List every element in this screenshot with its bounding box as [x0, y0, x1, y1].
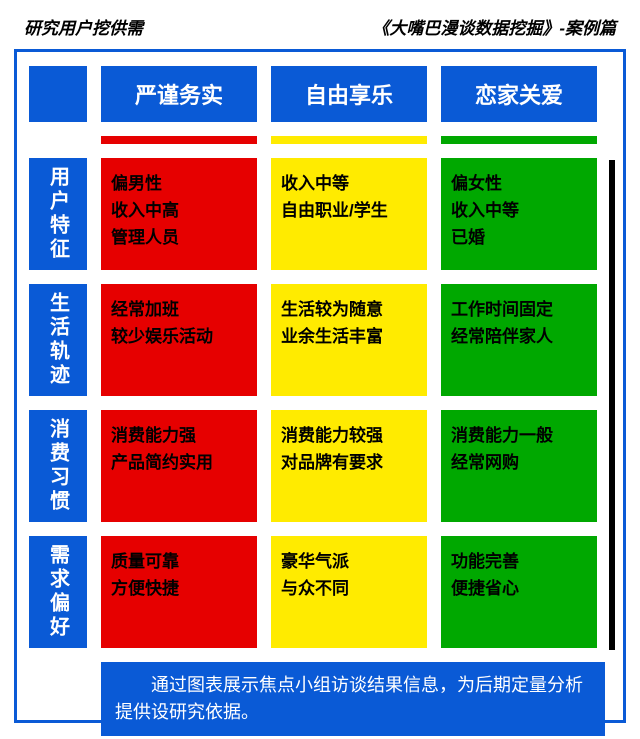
cell-3-2: 功能完善便捷省心 [441, 536, 597, 648]
cell-1-2: 工作时间固定经常陪伴家人 [441, 284, 597, 396]
underline-2 [441, 136, 597, 144]
cell-0-0: 偏男性收入中高管理人员 [101, 158, 257, 270]
col-header-1: 自由享乐 [271, 66, 427, 122]
right-vertical-bar [609, 160, 615, 650]
col-header-0: 严谨务实 [101, 66, 257, 122]
row-header-0: 用户特征 [29, 158, 87, 270]
underline-1 [271, 136, 427, 144]
cell-1-0: 经常加班较少娱乐活动 [101, 284, 257, 396]
cell-3-1: 豪华气派与众不同 [271, 536, 427, 648]
matrix-grid: 严谨务实 自由享乐 恋家关爱 用户特征 偏男性收入中高管理人员 收入中等自由职业… [29, 66, 611, 648]
main-frame: 严谨务实 自由享乐 恋家关爱 用户特征 偏男性收入中高管理人员 收入中等自由职业… [14, 49, 626, 723]
cell-0-2: 偏女性收入中等已婚 [441, 158, 597, 270]
cell-2-2: 消费能力一般经常网购 [441, 410, 597, 522]
cell-3-0: 质量可靠方便快捷 [101, 536, 257, 648]
cell-2-1: 消费能力较强对品牌有要求 [271, 410, 427, 522]
cell-1-1: 生活较为随意业余生活丰富 [271, 284, 427, 396]
underline-0 [101, 136, 257, 144]
cell-2-0: 消费能力强产品简约实用 [101, 410, 257, 522]
row-header-1: 生活轨迹 [29, 284, 87, 396]
corner-block [29, 66, 87, 122]
col-header-2: 恋家关爱 [441, 66, 597, 122]
cell-0-1: 收入中等自由职业/学生 [271, 158, 427, 270]
row-header-2: 消费习惯 [29, 410, 87, 522]
footer-note: 通过图表展示焦点小组访谈结果信息，为后期定量分析提供设研究依据。 [101, 662, 605, 736]
title-right: 《大嘴巴漫谈数据挖掘》-案例篇 [372, 14, 616, 39]
underline-spacer [29, 136, 87, 144]
row-header-3: 需求偏好 [29, 536, 87, 648]
title-left: 研究用户挖供需 [24, 14, 143, 39]
